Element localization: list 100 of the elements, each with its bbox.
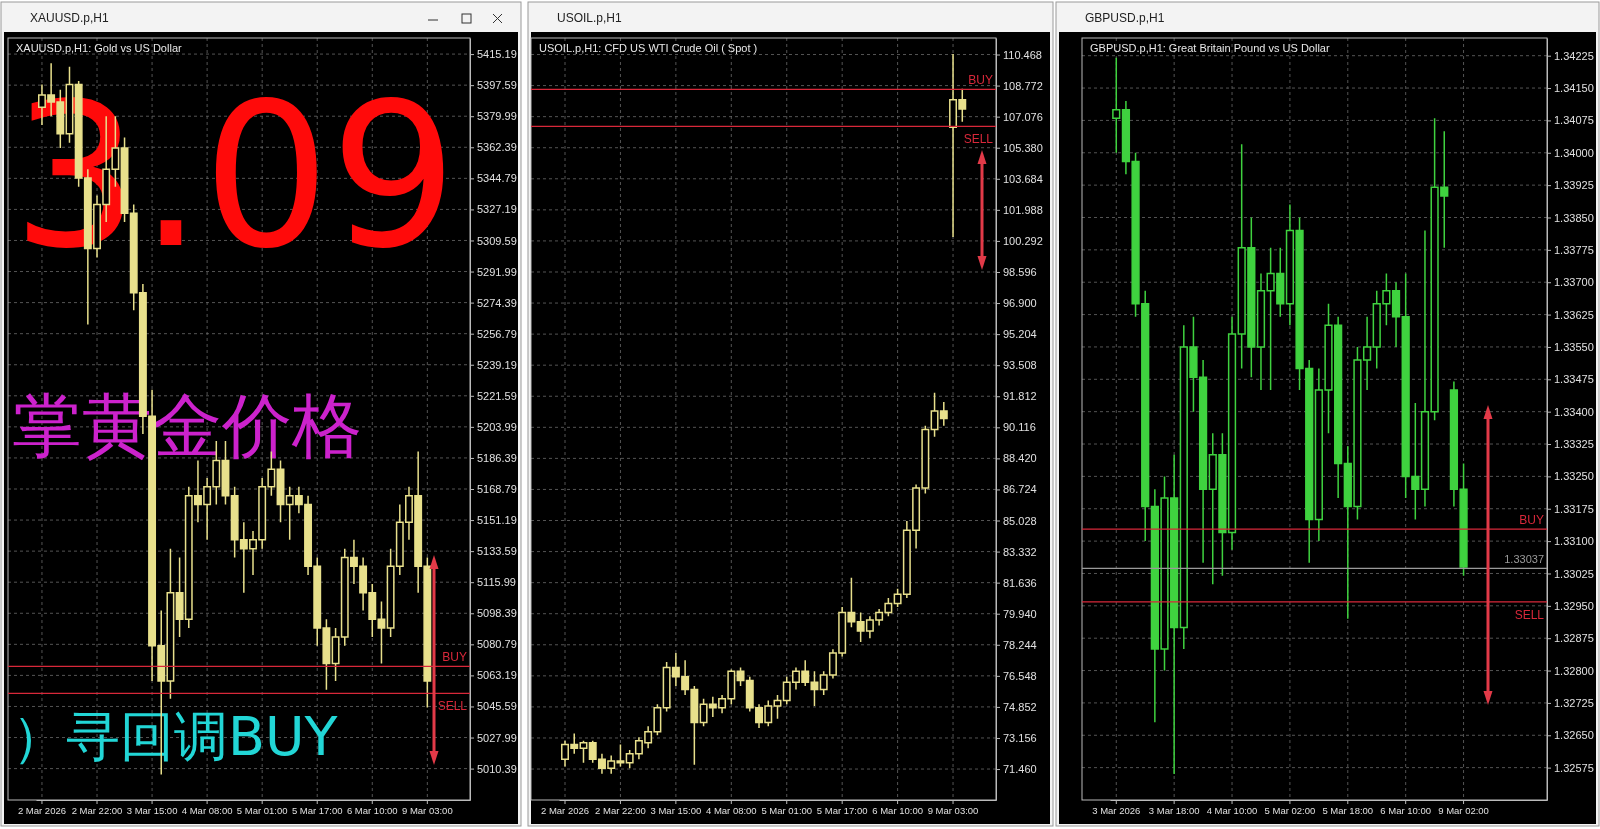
y-tick-label: 101.988	[1003, 203, 1043, 216]
y-tick-label: 5221.59	[477, 389, 517, 402]
y-tick-label: 5151.19	[477, 514, 517, 527]
y-tick-label: 1.34225	[1554, 49, 1594, 62]
y-tick-label: 5362.39	[477, 141, 517, 154]
x-tick-label: 3 Mar 2026	[1092, 804, 1141, 816]
y-tick-label: 88.420	[1003, 452, 1037, 465]
y-tick-label: 81.636	[1003, 576, 1037, 589]
y-tick-label: 110.468	[1003, 48, 1042, 61]
ref-line-label: SELL	[437, 699, 468, 714]
y-tick-label: 1.33625	[1554, 308, 1594, 321]
x-tick-label: 3 Mar 15:00	[126, 804, 178, 816]
y-tick-label: 1.33175	[1554, 502, 1594, 515]
y-tick-label: 1.33325	[1554, 438, 1594, 451]
candlestick	[1112, 57, 1121, 154]
y-tick-label: 5168.79	[477, 483, 517, 496]
x-tick-label: 5 Mar 18:00	[1322, 804, 1374, 816]
y-tick-label: 5256.79	[477, 327, 517, 340]
y-tick-label: 71.460	[1003, 763, 1037, 776]
y-tick-label: 90.116	[1003, 421, 1036, 434]
y-tick-label: 1.32725	[1554, 696, 1594, 709]
y-tick-label: 108.772	[1003, 79, 1043, 92]
y-tick-label: 74.852	[1003, 700, 1037, 713]
x-tick-label: 5 Mar 17:00	[291, 804, 343, 816]
x-tick-label: 2 Mar 22:00	[71, 804, 123, 816]
x-tick-label: 3 Mar 18:00	[1148, 804, 1200, 816]
y-tick-label: 5045.59	[477, 700, 517, 713]
y-tick-label: 1.33025	[1554, 567, 1594, 580]
y-tick-label: 1.33925	[1554, 179, 1594, 192]
chart-subtitle: USOIL.p,H1: CFD US WTI Crude Oil ( Spot )	[539, 42, 758, 54]
y-tick-label: 1.33250	[1554, 470, 1594, 483]
chart-subtitle: GBPUSD.p,H1: Great Britain Pound vs US Dollar	[1090, 42, 1330, 54]
y-tick-label: 76.548	[1003, 669, 1037, 682]
y-tick-label: 5327.19	[477, 203, 517, 216]
y-tick-label: 5239.19	[477, 358, 517, 371]
y-tick-label: 5344.79	[477, 172, 517, 185]
y-tick-label: 5291.99	[477, 265, 517, 278]
x-tick-label: 2 Mar 2026	[17, 804, 66, 816]
y-tick-label: 5397.59	[477, 79, 517, 92]
ref-line-label: 1.33037	[1504, 553, 1544, 566]
y-tick-label: 105.380	[1003, 141, 1043, 154]
y-tick-label: 1.32950	[1554, 599, 1594, 612]
y-tick-label: 107.076	[1003, 110, 1043, 123]
x-tick-label: 5 Mar 01:00	[236, 804, 288, 816]
y-tick-label: 91.812	[1003, 390, 1037, 403]
x-tick-label: 5 Mar 17:00	[816, 804, 868, 816]
y-tick-label: 5203.99	[477, 420, 517, 433]
y-tick-label: 5010.39	[477, 762, 517, 775]
y-tick-label: 73.156	[1003, 732, 1037, 744]
y-tick-label: 98.596	[1003, 266, 1037, 279]
y-tick-label: 5379.99	[477, 110, 517, 123]
y-tick-label: 103.684	[1003, 172, 1043, 185]
y-tick-label: 5098.39	[477, 607, 517, 620]
y-tick-label: 1.33400	[1554, 405, 1594, 418]
y-tick-label: 1.32575	[1554, 761, 1594, 774]
ref-line-label: BUY	[442, 650, 467, 665]
candlestick	[276, 459, 285, 523]
y-tick-label: 1.32650	[1554, 729, 1594, 742]
y-tick-label: 86.724	[1003, 483, 1037, 496]
y-tick-label: 1.33475	[1554, 373, 1594, 386]
chart-title: XAUUSD.p,H1	[30, 11, 110, 25]
y-tick-label: 1.33550	[1554, 340, 1594, 353]
x-tick-label: 5 Mar 01:00	[761, 804, 813, 816]
y-tick-label: 96.900	[1003, 297, 1037, 310]
y-tick-label: 1.33700	[1554, 276, 1594, 289]
y-tick-label: 79.940	[1003, 607, 1037, 620]
y-tick-label: 1.34075	[1554, 114, 1594, 127]
y-tick-label: 5133.59	[477, 545, 517, 558]
y-tick-label: 1.34000	[1554, 146, 1594, 159]
y-tick-label: 5027.99	[477, 731, 517, 744]
y-tick-label: 1.34150	[1554, 82, 1594, 95]
y-tick-label: 78.244	[1003, 638, 1037, 651]
y-tick-label: 5309.59	[477, 234, 517, 247]
chart-title: GBPUSD.p,H1	[1085, 11, 1165, 25]
ref-line-label: SELL	[1514, 607, 1545, 622]
x-tick-label: 2 Mar 2026	[540, 804, 590, 816]
y-tick-label: 5274.39	[477, 296, 517, 309]
y-tick-label: 5186.39	[477, 451, 517, 464]
ref-line-label: SELL	[963, 132, 994, 147]
y-tick-label: 1.33775	[1554, 243, 1594, 256]
y-tick-label: 5080.79	[477, 638, 517, 651]
y-tick-label: 95.204	[1003, 328, 1037, 341]
chart-subtitle: XAUUSD.p,H1: Gold vs US Dollar	[16, 42, 182, 54]
x-tick-label: 4 Mar 08:00	[181, 804, 233, 816]
x-tick-label: 3 Mar 15:00	[650, 804, 702, 816]
y-tick-label: 1.33100	[1554, 535, 1594, 548]
x-tick-label: 4 Mar 08:00	[705, 804, 757, 816]
y-tick-label: 100.292	[1003, 234, 1043, 247]
x-tick-label: 2 Mar 22:00	[595, 804, 646, 816]
y-tick-label: 5415.19	[477, 48, 517, 61]
y-tick-label: 5063.19	[477, 669, 517, 682]
ref-line-label: BUY	[968, 73, 993, 88]
y-tick-label: 1.33850	[1554, 211, 1594, 224]
x-tick-label: 9 Mar 03:00	[401, 804, 453, 816]
y-tick-label: 83.332	[1003, 545, 1037, 558]
candlestick	[773, 694, 782, 720]
y-tick-label: 1.32800	[1554, 664, 1594, 677]
y-tick-label: 5115.99	[477, 576, 516, 589]
x-tick-label: 6 Mar 10:00	[346, 804, 398, 816]
chart-title: USOIL.p,H1	[557, 11, 623, 25]
